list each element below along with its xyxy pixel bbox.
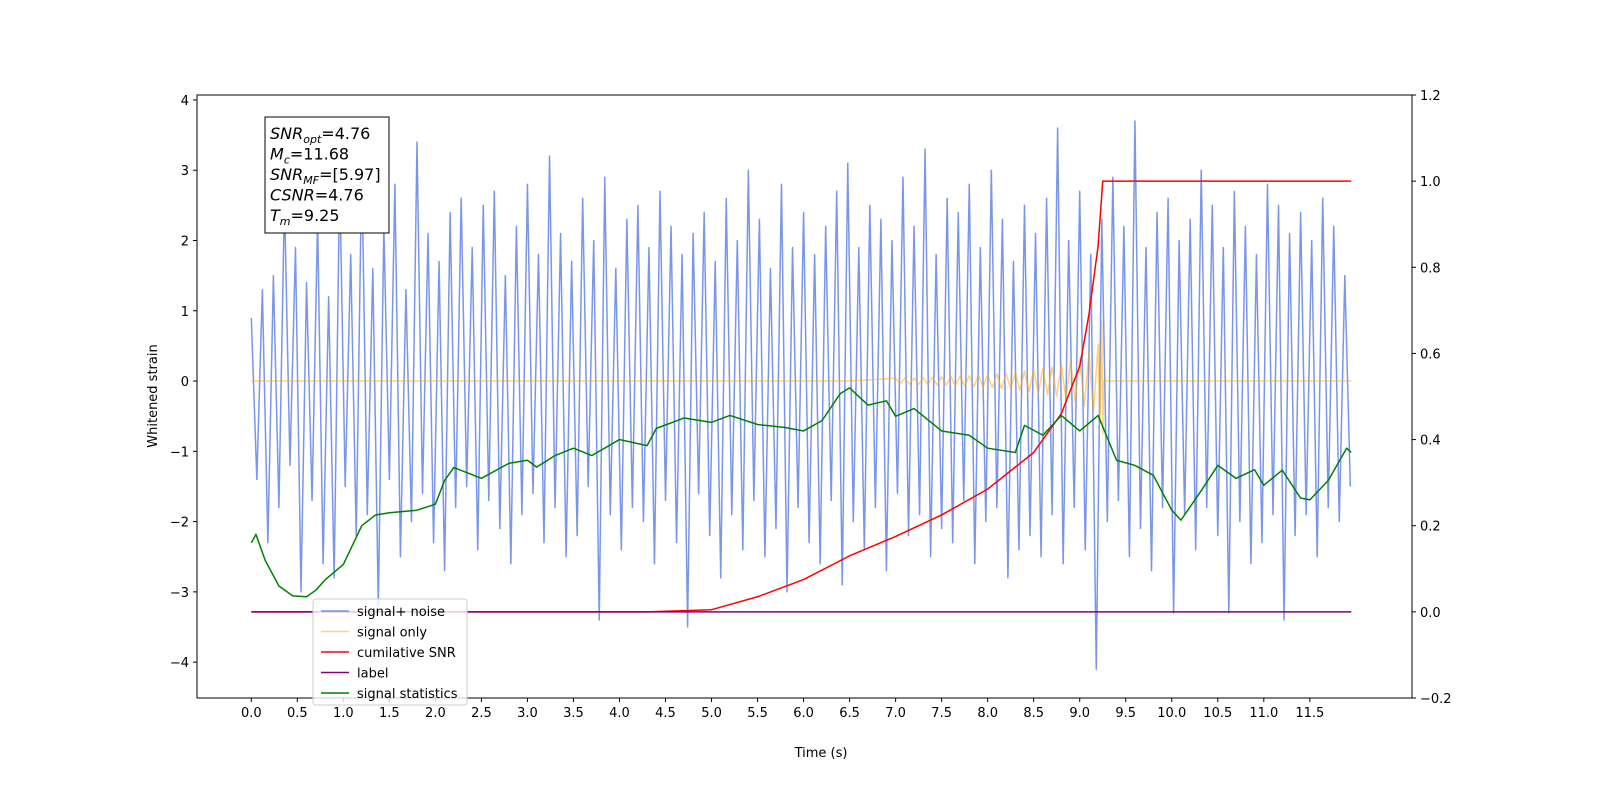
x-tick-label: 10.0	[1157, 706, 1186, 721]
y2-tick-label: 0.0	[1420, 606, 1441, 621]
y-tick-label: 0	[181, 375, 189, 390]
x-tick-label: 2.0	[425, 706, 446, 721]
annotation-symbol: T	[270, 206, 281, 225]
x-tick-label: 1.0	[333, 706, 354, 721]
y-tick-label: −2	[170, 516, 189, 531]
x-tick-label: 11.5	[1295, 706, 1324, 721]
annotation-value: =4.76	[321, 124, 370, 143]
series-line	[251, 320, 1352, 435]
x-tick-label: 5.5	[747, 706, 768, 721]
series-line	[250, 120, 1352, 670]
x-tick-label: 8.5	[1023, 706, 1044, 721]
x-tick-label: 0.5	[287, 706, 308, 721]
annotation-subscript: opt	[303, 133, 322, 146]
annotation-symbol: M	[270, 145, 284, 164]
x-tick-label: 1.5	[379, 706, 400, 721]
y-tick-label: −4	[170, 656, 189, 671]
x-tick-label: 0.0	[241, 706, 262, 721]
x-tick-label: 11.0	[1249, 706, 1278, 721]
annotation-line: CSNR=4.76	[270, 186, 364, 205]
y-tick-label: −1	[170, 445, 189, 460]
annotation-box	[264, 116, 390, 234]
annotation-subscript: m	[280, 215, 291, 228]
y-axis-label: Whitened strain	[146, 344, 161, 447]
annotation-value: =4.76	[315, 186, 364, 205]
x-tick-label: 3.0	[517, 706, 538, 721]
x-tick-label: 3.5	[563, 706, 584, 721]
y2-tick-label: 1.0	[1420, 175, 1441, 190]
y2-tick-label: 0.2	[1420, 520, 1441, 535]
x-axis-label: Time (s)	[794, 746, 848, 761]
y-tick-label: 4	[181, 94, 189, 109]
annotation-line: SNRopt=4.76	[270, 124, 370, 146]
y2-tick-label: 0.8	[1420, 261, 1441, 276]
legend-label: cumilative SNR	[357, 646, 456, 661]
annotation-line: Mc=11.68	[270, 145, 349, 167]
x-tick-label: 5.0	[701, 706, 722, 721]
legend-box	[312, 598, 468, 706]
x-tick-label: 2.5	[471, 706, 492, 721]
annotation-line: Tm=9.25	[270, 206, 340, 228]
x-tick-label: 4.0	[609, 706, 630, 721]
y-tick-label: 2	[181, 234, 189, 249]
annotation-symbol: SNR	[270, 165, 303, 184]
x-tick-label: 6.5	[839, 706, 860, 721]
annotation-line: SNRMF=[5.97]	[270, 165, 381, 187]
legend-label: signal+ noise	[357, 605, 445, 620]
x-tick-label: 10.5	[1203, 706, 1232, 721]
series-line	[251, 180, 1352, 613]
x-tick-label: 6.0	[793, 706, 814, 721]
x-tick-label: 7.0	[885, 706, 906, 721]
y2-tick-label: −0.2	[1420, 692, 1452, 707]
annotation-symbol: SNR	[270, 124, 303, 143]
legend-label: signal only	[357, 626, 427, 641]
x-tick-label: 8.0	[977, 706, 998, 721]
x-tick-label: 4.5	[655, 706, 676, 721]
y2-tick-label: 0.6	[1420, 347, 1441, 362]
legend-label: label	[357, 667, 388, 682]
y2-tick-label: 0.4	[1420, 434, 1441, 449]
annotation-value: =11.68	[290, 145, 349, 164]
x-tick-label: 9.5	[1115, 706, 1136, 721]
legend-label: signal statistics	[357, 687, 458, 702]
plot-frame	[196, 94, 1413, 699]
series-line	[250, 387, 1352, 598]
y2-tick-label: 1.2	[1420, 89, 1441, 104]
annotation-subscript: MF	[303, 174, 319, 187]
x-tick-label: 9.0	[1069, 706, 1090, 721]
annotation-value: =9.25	[291, 206, 340, 225]
y-tick-label: 1	[181, 305, 189, 320]
y-tick-label: −3	[170, 586, 189, 601]
y-tick-label: 3	[181, 164, 189, 179]
annotation-symbol: CSNR	[270, 186, 315, 205]
annotation-subscript: c	[284, 154, 290, 167]
annotation-value: =[5.97]	[319, 165, 381, 184]
x-tick-label: 7.5	[931, 706, 952, 721]
